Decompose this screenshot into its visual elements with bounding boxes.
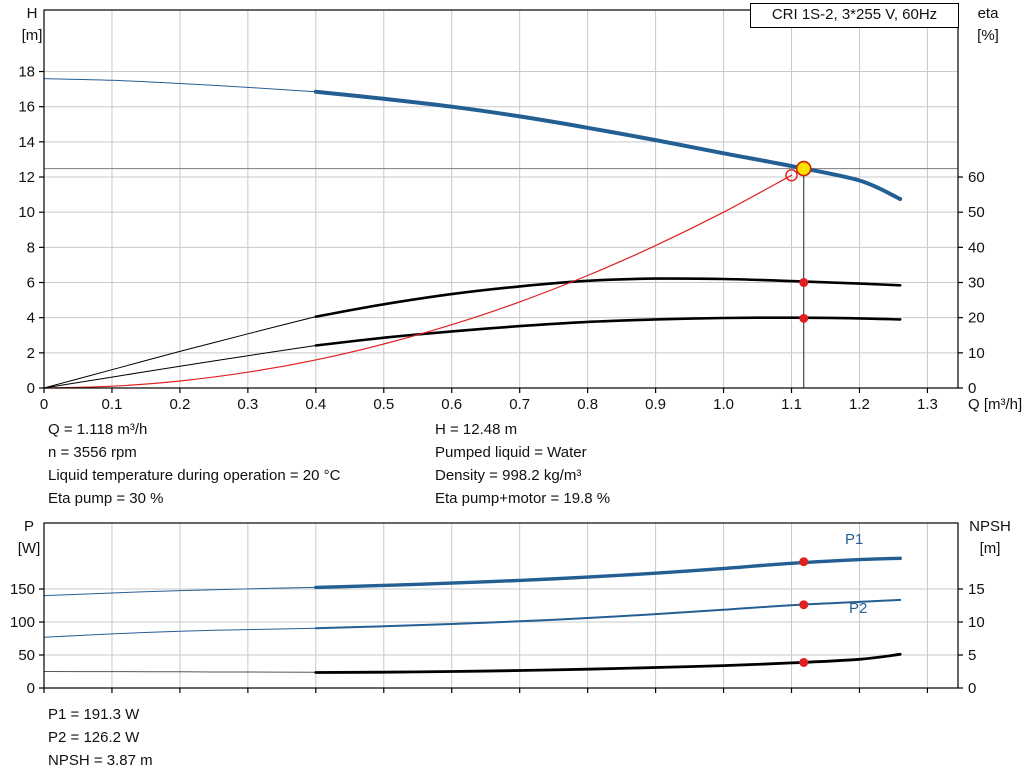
power-annotations: P1 = 191.3 W P2 = 126.2 W NPSH = 3.87 m xyxy=(48,703,153,772)
y-right-tick-label: 15 xyxy=(968,581,985,598)
x-axis-title: Q [m³/h] xyxy=(968,396,1022,413)
y-left-tick-label: 8 xyxy=(27,239,35,256)
p2-curve xyxy=(314,598,902,630)
y-left-tick-label: 50 xyxy=(18,647,35,664)
x-tick-label: 0.9 xyxy=(645,396,666,413)
p2-low-flow xyxy=(43,627,317,638)
eta-pump-low-flow xyxy=(43,316,317,389)
pump-model-title: CRI 1S-2, 3*255 V, 60Hz xyxy=(750,3,959,28)
eta-pump-motor-low-flow xyxy=(43,345,317,389)
system-curve xyxy=(43,174,793,389)
x-tick-label: 0.7 xyxy=(509,396,530,413)
y-left-tick-label: 0 xyxy=(27,680,35,697)
p1-value-text: P1 = 191.3 W xyxy=(48,706,140,723)
y-left-tick-label: 16 xyxy=(18,99,35,116)
x-tick-label: 0.4 xyxy=(305,396,326,413)
eta-pump-motor-curve xyxy=(314,316,902,347)
duty-annotations-left: Q = 1.118 m³/h n = 3556 rpm Liquid tempe… xyxy=(48,418,340,510)
y-right-tick-label: 40 xyxy=(968,239,985,256)
y-left-tick-label: 100 xyxy=(10,614,35,631)
eta-pump-value-text: Eta pump = 30 % xyxy=(48,490,164,507)
pumped-liquid-text: Pumped liquid = Water xyxy=(435,444,587,461)
x-tick-label: 0.2 xyxy=(169,396,190,413)
y-left-tick-label: 6 xyxy=(27,275,35,292)
eta-pump-curve xyxy=(314,277,902,318)
y-right-tick-label: 10 xyxy=(968,614,985,631)
y-right-tick-label: 0 xyxy=(968,680,976,697)
duty-annotations-right: H = 12.48 m Pumped liquid = Water Densit… xyxy=(435,418,610,510)
x-tick-label: 0.5 xyxy=(373,396,394,413)
npsh-value-text: NPSH = 3.87 m xyxy=(48,752,153,769)
p2-curve-label: P2 xyxy=(849,600,868,617)
liquid-temperature-text: Liquid temperature during operation = 20… xyxy=(48,467,341,484)
eta-total-value-text: Eta pump+motor = 19.8 % xyxy=(435,490,611,507)
eta-pump-duty-point xyxy=(799,278,809,288)
head-curve-low-flow xyxy=(43,78,317,93)
npsh-curve xyxy=(314,652,902,674)
duty-point xyxy=(795,160,812,177)
power-axis-label: P [W] xyxy=(10,516,48,560)
p1-curve xyxy=(314,556,902,590)
y-left-tick-label: 150 xyxy=(10,581,35,598)
x-tick-label: 1.3 xyxy=(917,396,938,413)
npsh-axis-symbol: NPSH xyxy=(969,518,1011,535)
eta-axis-symbol: eta xyxy=(977,5,999,22)
speed-value-text: n = 3556 rpm xyxy=(48,444,137,461)
flow-value-text: Q = 1.118 m³/h xyxy=(48,421,148,438)
head-axis-unit: [m] xyxy=(21,27,43,44)
x-tick-label: 0.3 xyxy=(237,396,258,413)
y-left-tick-label: 14 xyxy=(18,134,35,151)
y-right-tick-label: 30 xyxy=(968,275,985,292)
y-right-tick-label: 5 xyxy=(968,647,976,664)
eta-axis-label: eta [%] xyxy=(962,3,1014,47)
y-left-tick-label: 0 xyxy=(27,380,35,397)
y-left-tick-label: 4 xyxy=(27,310,35,327)
y-left-tick-label: 18 xyxy=(18,64,35,81)
npsh-axis-label: NPSH [m] xyxy=(962,516,1018,560)
plot-border xyxy=(43,522,959,689)
x-tick-label: 0.6 xyxy=(441,396,462,413)
head-curve xyxy=(313,89,903,201)
y-right-tick-label: 10 xyxy=(968,345,985,362)
x-tick-label: 1.1 xyxy=(781,396,802,413)
y-right-tick-label: 60 xyxy=(968,169,985,186)
power-axis-symbol: P xyxy=(23,518,34,535)
eta-pump-motor-duty-point xyxy=(799,313,809,323)
x-tick-label: 0.1 xyxy=(102,396,123,413)
requested-duty-point xyxy=(785,169,798,182)
y-left-tick-label: 10 xyxy=(18,204,35,221)
y-right-tick-label: 20 xyxy=(968,310,985,327)
eta-axis-unit: [%] xyxy=(977,27,999,44)
head-value-text: H = 12.48 m xyxy=(435,421,518,438)
x-tick-label: 0.8 xyxy=(577,396,598,413)
p1-curve-label: P1 xyxy=(845,531,864,548)
npsh-low-flow xyxy=(43,671,317,673)
p1-low-flow xyxy=(43,586,317,597)
density-value-text: Density = 998.2 kg/m³ xyxy=(435,467,582,484)
power-axis-unit: [W] xyxy=(17,540,41,557)
plot-border xyxy=(43,9,959,389)
npsh-axis-unit: [m] xyxy=(979,540,1001,557)
head-axis-symbol: H xyxy=(26,5,38,22)
p2-value-text: P2 = 126.2 W xyxy=(48,729,140,746)
y-right-tick-label: 0 xyxy=(968,380,976,397)
npsh-duty-point xyxy=(799,657,809,667)
p1-duty-point xyxy=(799,557,809,567)
p2-duty-point xyxy=(799,600,809,610)
y-left-tick-label: 2 xyxy=(27,345,35,362)
x-tick-label: 1.0 xyxy=(713,396,734,413)
x-tick-label: 0 xyxy=(40,396,48,413)
head-axis-label: H [m] xyxy=(13,3,51,47)
y-right-tick-label: 50 xyxy=(968,204,985,221)
x-tick-label: 1.2 xyxy=(849,396,870,413)
y-left-tick-label: 12 xyxy=(18,169,35,186)
